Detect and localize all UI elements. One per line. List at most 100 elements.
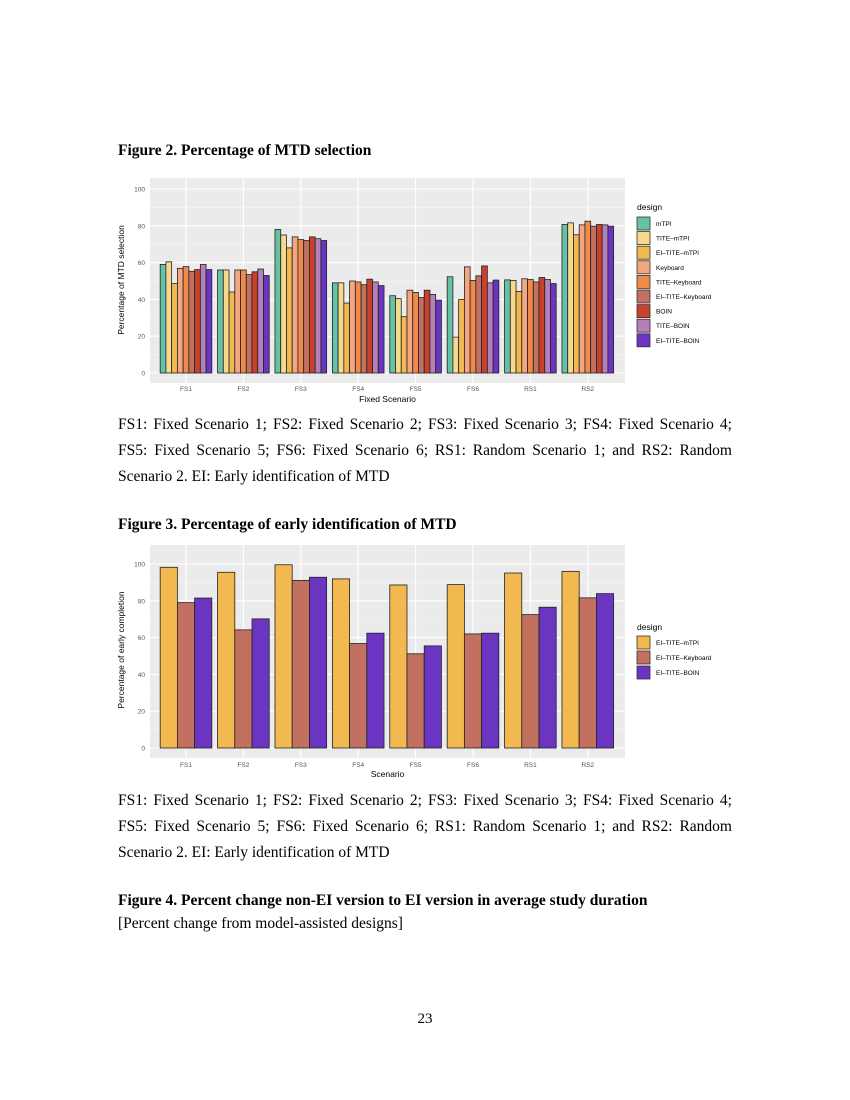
legend-label: mTPI: [656, 221, 672, 228]
bar-fs5-mtpi: [389, 295, 396, 374]
y-tick-label: 20: [138, 709, 146, 716]
legend-label: EI–TITE–Keyboard: [656, 294, 712, 301]
legend-key: [636, 318, 651, 333]
x-tick-label: FS3: [295, 762, 307, 769]
bar-fs2-ei-tite-mtpi: [228, 291, 236, 374]
bar-fs3-ei-tite-boin: [320, 240, 328, 374]
bar-rs2-boin: [596, 224, 603, 374]
legend-title: design: [637, 202, 662, 212]
bar-fs3-ei-tite-boin: [309, 576, 328, 749]
bar-fs4-ei-tite-mtpi: [343, 302, 350, 374]
bar-fs2-ei-tite-boin: [263, 275, 270, 374]
bar-rs2-tite-keyboard: [584, 220, 592, 374]
x-tick-label: FS2: [237, 386, 249, 393]
x-tick-label: FS1: [180, 386, 192, 393]
bar-fs6-ei-tite-keyboard: [475, 275, 483, 374]
bar-fs4-ei-tite-keyboard: [360, 284, 368, 374]
bar-fs2-tite-mtpi: [222, 269, 230, 374]
bar-fs2-ei-tite-keyboard: [245, 274, 253, 374]
x-tick-label: RS2: [581, 762, 594, 769]
figure-3-title: Figure 3. Percentage of early identifica…: [118, 516, 457, 533]
bar-fs6-ei-tite-mtpi: [446, 584, 465, 749]
bar-fs6-ei-tite-keyboard: [463, 633, 483, 749]
legend-key: [636, 260, 651, 275]
figure-3-caption: FS1: Fixed Scenario 1; FS2: Fixed Scenar…: [118, 792, 732, 861]
bar-fs4-tite-mtpi: [337, 282, 345, 374]
bar-fs1-boin: [194, 269, 201, 374]
legend-key: [636, 333, 651, 348]
y-tick-label: 40: [138, 672, 146, 679]
bar-rs1-tite-boin: [544, 279, 551, 374]
bar-rs2-tite-mtpi: [567, 222, 574, 374]
bar-fs6-ei-tite-mtpi: [458, 299, 465, 374]
bar-fs1-ei-tite-mtpi: [159, 566, 178, 749]
y-tick-label: 0: [141, 746, 145, 753]
bar-rs2-tite-boin: [601, 224, 609, 374]
y-tick-label: 20: [138, 334, 146, 341]
legend-label: TITE–BOIN: [656, 323, 690, 330]
bar-rs1-mtpi: [504, 279, 511, 374]
bar-rs2-ei-tite-mtpi: [561, 570, 580, 749]
x-axis-title: Fixed Scenario: [359, 394, 416, 404]
x-tick-label: FS1: [180, 762, 192, 769]
y-tick-label: 60: [138, 635, 146, 642]
bar-fs6-mtpi: [446, 276, 454, 374]
bar-fs3-tite-boin: [314, 238, 322, 374]
legend-label: EI–TITE–BOIN: [656, 338, 700, 345]
bar-fs4-ei-tite-boin: [366, 632, 385, 749]
bar-rs2-ei-tite-keyboard: [578, 597, 597, 749]
bar-fs5-tite-boin: [429, 294, 437, 374]
x-tick-label: FS6: [467, 386, 479, 393]
bar-fs4-tite-boin: [372, 281, 379, 374]
legend-label: BOIN: [656, 309, 672, 316]
bar-fs1-tite-boin: [199, 264, 207, 374]
bar-fs3-mtpi: [274, 229, 282, 374]
bar-fs5-ei-tite-keyboard: [418, 297, 425, 374]
bar-fs5-tite-keyboard: [412, 292, 419, 374]
legend-label: TITE–mTPI: [656, 236, 689, 243]
bar-fs6-ei-tite-boin: [492, 279, 500, 374]
x-tick-label: FS5: [410, 386, 422, 393]
bar-fs6-tite-keyboard: [469, 280, 477, 374]
bar-fs5-tite-mtpi: [395, 298, 402, 374]
bar-fs1-tite-keyboard: [182, 266, 190, 374]
bar-fs5-ei-tite-boin: [435, 299, 442, 374]
legend-key: [636, 275, 651, 289]
bar-fs1-ei-tite-keyboard: [188, 270, 196, 374]
y-tick-label: 80: [138, 223, 146, 230]
bar-fs1-ei-tite-keyboard: [176, 602, 196, 749]
bar-fs3-keyboard: [291, 236, 299, 374]
bar-rs1-ei-tite-mtpi: [504, 572, 523, 749]
bar-fs5-ei-tite-mtpi: [400, 316, 408, 374]
bar-fs1-ei-tite-boin: [205, 269, 213, 374]
x-axis-title: Scenario: [371, 769, 405, 779]
bar-fs5-keyboard: [406, 289, 414, 374]
bar-fs4-ei-tite-boin: [377, 285, 385, 374]
figure-3-chart: 0 20 40 60 80 100 FS1 FS2 FS3 FS4 FS5 FS6 RS1 RS2 Scen…: [116, 545, 712, 779]
y-tick-label: 0: [141, 371, 145, 378]
bar-fs1-ei-tite-mtpi: [171, 283, 178, 374]
bar-fs5-ei-tite-boin: [423, 645, 442, 749]
figure-2-title: Figure 2. Percentage of MTD selection: [118, 142, 372, 159]
bar-rs2-ei-tite-mtpi: [573, 234, 580, 374]
bar-fs1-ei-tite-boin: [194, 597, 213, 749]
bar-fs4-tite-keyboard: [354, 281, 362, 374]
bar-rs2-keyboard: [578, 224, 586, 374]
legend-key: [636, 216, 651, 231]
bar-rs2-ei-tite-keyboard: [590, 225, 597, 374]
bar-fs3-ei-tite-keyboard: [303, 240, 310, 374]
bar-fs6-ei-tite-boin: [481, 632, 500, 749]
legend-key: [636, 289, 651, 304]
x-tick-label: RS1: [524, 762, 537, 769]
legend-key: [636, 635, 651, 650]
bar-rs1-boin: [538, 277, 546, 374]
legend-label: EI–TITE–BOIN: [656, 670, 700, 677]
bar-fs1-mtpi: [159, 264, 167, 374]
x-tick-label: FS4: [352, 762, 364, 769]
figure-2-caption: FS1: Fixed Scenario 1; FS2: Fixed Scenar…: [118, 416, 732, 485]
y-tick-label: 80: [138, 598, 146, 605]
bar-fs5-boin: [423, 289, 431, 374]
bar-fs6-tite-boin: [486, 282, 494, 374]
figure-4-title: Figure 4. Percent change non-EI version …: [118, 892, 648, 909]
legend-key: [636, 231, 651, 245]
